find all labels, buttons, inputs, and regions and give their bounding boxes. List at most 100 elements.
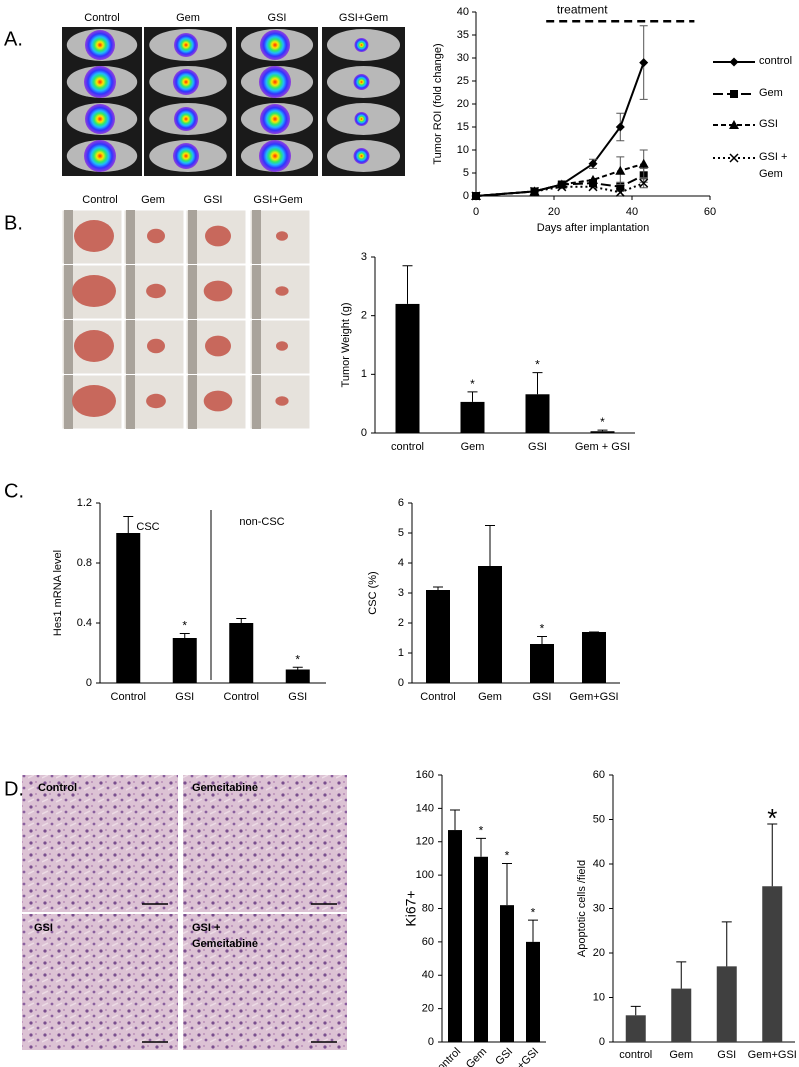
- y-tick-label: 5: [463, 167, 469, 179]
- data-point: [639, 58, 649, 68]
- significance-label: *: [479, 824, 484, 838]
- error-bar: [676, 961, 687, 989]
- y-tick-label: 1.2: [77, 497, 92, 509]
- y-tick-label: 25: [457, 75, 469, 87]
- tumor: [205, 335, 231, 357]
- panel-letter: A.: [4, 28, 23, 50]
- data-point: [588, 174, 598, 184]
- bar: [478, 566, 502, 683]
- x-tick-label: GSI: [493, 1046, 515, 1067]
- bar: [590, 431, 615, 433]
- data-point: [615, 165, 626, 175]
- y-tick-label: 2: [398, 617, 404, 629]
- data-point: [639, 178, 649, 188]
- bar: [625, 1015, 646, 1042]
- x-tick-label: 0: [473, 206, 479, 218]
- x-tick-label: control: [619, 1049, 652, 1061]
- bar: [285, 669, 310, 683]
- image-label: GSI+Gem: [253, 194, 302, 206]
- significance-label: *: [540, 622, 545, 636]
- y-tick-label: 0.8: [77, 557, 92, 569]
- annotation: CSC: [136, 521, 159, 533]
- ruler: [188, 210, 197, 264]
- x-tick-label: Gem: [478, 691, 502, 703]
- bar: [448, 830, 462, 1042]
- y-tick-label: 1: [361, 368, 367, 380]
- luminescence: [85, 104, 115, 134]
- significance-label: *: [767, 803, 777, 833]
- panel-letter: C.: [4, 480, 24, 502]
- bar: [716, 966, 737, 1042]
- luminescence: [84, 140, 116, 172]
- y-tick-label: 5: [398, 527, 404, 539]
- ruler: [252, 210, 261, 264]
- x-tick-label: GSI: [717, 1049, 736, 1061]
- legend-marker: [730, 90, 738, 98]
- error-bar: [537, 636, 547, 644]
- tumor: [146, 393, 166, 409]
- ruler: [64, 320, 73, 374]
- legend-marker: [729, 57, 739, 67]
- error-bar: [476, 837, 486, 857]
- significance-label: *: [600, 415, 605, 429]
- y-tick-label: 100: [416, 869, 434, 881]
- y-axis-label: Tumor ROI (fold change): [432, 43, 444, 164]
- bar: [474, 856, 488, 1042]
- annotation: treatment: [557, 2, 608, 16]
- x-tick-label: Gem: [461, 441, 485, 453]
- image-label: GSI: [204, 194, 223, 206]
- y-tick-label: 4: [398, 557, 404, 569]
- y-tick-label: 0: [361, 427, 367, 439]
- y-tick-label: 0: [86, 677, 92, 689]
- x-tick-label: GSI: [175, 691, 194, 703]
- tumor: [275, 396, 289, 406]
- image-label: GSI: [268, 12, 287, 24]
- y-tick-label: 80: [422, 902, 434, 914]
- x-tick-label: Gem+GSI: [569, 691, 618, 703]
- tumor: [147, 228, 165, 244]
- ruler: [126, 375, 135, 429]
- ruler: [64, 265, 73, 319]
- x-tick-label: GSI: [533, 691, 552, 703]
- y-axis-label: Apoptotic cells /field: [576, 860, 588, 957]
- luminescence: [354, 38, 369, 52]
- bar: [525, 394, 550, 433]
- image-label: GSI: [34, 922, 53, 934]
- bar: [530, 644, 554, 683]
- y-tick-label: 15: [457, 121, 469, 133]
- x-tick-label: Gem: [669, 1049, 693, 1061]
- legend-label: GSI + Gem: [759, 151, 788, 180]
- luminescence: [260, 30, 290, 60]
- ruler: [252, 265, 261, 319]
- y-tick-label: 6: [398, 497, 404, 509]
- y-tick-label: 0.4: [77, 617, 92, 629]
- tumor: [146, 283, 166, 299]
- significance-label: *: [182, 619, 187, 633]
- significance-label: *: [295, 652, 300, 666]
- luminescence: [259, 66, 291, 98]
- luminescence: [259, 140, 291, 172]
- y-tick-label: 1: [398, 647, 404, 659]
- tumor: [275, 286, 289, 296]
- significance-label: *: [535, 358, 540, 372]
- image-label: Gem: [141, 194, 165, 206]
- image-label: Control: [38, 782, 78, 794]
- error-bar: [402, 265, 413, 304]
- tumor: [203, 390, 233, 412]
- tumor: [276, 341, 288, 351]
- ruler: [126, 210, 135, 264]
- y-axis-label: Hes1 mRNA level: [52, 550, 64, 636]
- error-bar: [528, 919, 538, 942]
- y-tick-label: 120: [416, 836, 434, 848]
- data-point: [557, 182, 567, 192]
- error-bar: [236, 618, 247, 623]
- x-tick-label: GSI: [288, 691, 307, 703]
- y-tick-label: 20: [422, 1003, 434, 1015]
- bar: [229, 623, 254, 683]
- tumor: [147, 338, 165, 354]
- legend-marker: [729, 153, 739, 163]
- y-tick-label: 10: [457, 144, 469, 156]
- y-axis-label: Ki67+: [403, 890, 419, 926]
- error-bar: [467, 391, 478, 402]
